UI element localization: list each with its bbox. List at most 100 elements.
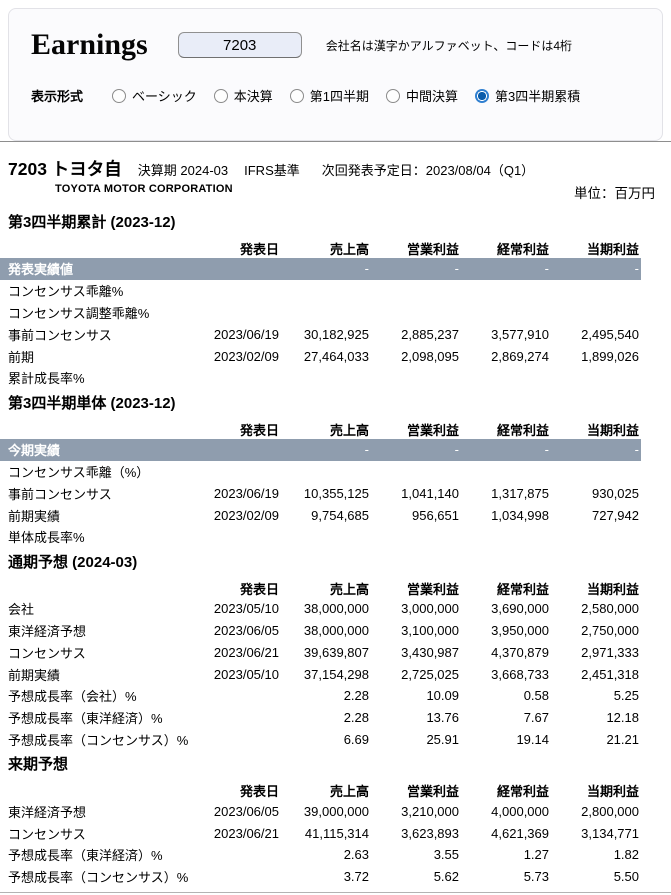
search-panel: Earnings 会社名は漢字かアルファベット、コードは4桁 表示形式 ベーシッ… bbox=[8, 8, 663, 141]
table-row: 今期実績 - - - - bbox=[0, 438, 641, 461]
row-value: 3,577,910 bbox=[491, 326, 549, 342]
table-row: 予想成長率（会社）% 2.28 10.09 0.58 5.25 bbox=[0, 685, 641, 707]
row-value: 39,639,807 bbox=[303, 644, 369, 660]
row-value: 3,623,893 bbox=[401, 825, 459, 841]
radio-icon[interactable] bbox=[112, 88, 127, 103]
format-option-3[interactable]: 第1四半期 bbox=[289, 86, 370, 105]
next-announcement-label: 次回発表予定日： bbox=[321, 163, 426, 178]
row-value bbox=[461, 526, 551, 548]
bottom-divider bbox=[0, 891, 671, 893]
radio-icon[interactable] bbox=[213, 88, 228, 103]
row-value: 1,317,875 bbox=[491, 485, 549, 501]
row-label: 今期実績 bbox=[8, 443, 61, 459]
earnings-table: 発表日 売上高 営業利益 経常利益 当期利益 発表実績値 - - - - コンセンサス乖離% コンセン… bbox=[0, 239, 641, 389]
section-2: 第3四半期単体 (2023-12) 発表日 売上高 営業利益 経常利益 当期利益 今期実績 -… bbox=[0, 395, 671, 548]
company-code-input[interactable] bbox=[177, 32, 302, 58]
format-option-2[interactable]: 本決算 bbox=[213, 86, 273, 105]
row-value: 727,942 bbox=[592, 507, 639, 523]
row-value bbox=[551, 367, 641, 389]
table-row: コンセンサス調整乖離% bbox=[0, 302, 641, 324]
radio-selected-icon[interactable] bbox=[475, 88, 490, 103]
row-value: 19.14 bbox=[516, 731, 549, 747]
row-label: 予想成長率（東洋経済）% bbox=[8, 711, 163, 727]
table-row: 予想成長率（コンセンサス）% 3.72 5.62 5.73 5.50 bbox=[0, 866, 641, 888]
table-row: 単体成長率% bbox=[0, 526, 641, 548]
row-value bbox=[281, 280, 371, 302]
row-value: - bbox=[454, 442, 459, 458]
row-value bbox=[191, 280, 281, 302]
format-option-label: 第1四半期 bbox=[309, 89, 370, 104]
row-value: 3,668,733 bbox=[491, 666, 549, 682]
format-radio-group: ベーシック 本決算 第1四半期 中間決算 第3四半期累積 bbox=[112, 86, 597, 105]
row-value: 3,100,000 bbox=[401, 622, 459, 638]
radio-icon[interactable] bbox=[386, 88, 401, 103]
row-value bbox=[551, 526, 641, 548]
row-value: 1.82 bbox=[613, 847, 639, 863]
row-value bbox=[191, 258, 281, 280]
row-value: 2,451,318 bbox=[581, 666, 639, 682]
format-option-label: 本決算 bbox=[233, 89, 273, 104]
row-value: 30,182,925 bbox=[303, 326, 369, 342]
report-sections: 第3四半期累計 (2023-12) 発表日 売上高 営業利益 経常利益 当期利益 発表実績値… bbox=[0, 214, 671, 888]
table-row: 前期実績 2023/05/10 37,154,298 2,725,025 3,668,7… bbox=[0, 663, 641, 685]
display-format-row: 表示形式 ベーシック 本決算 第1四半期 中間決算 第3四半期累積 bbox=[31, 86, 652, 105]
row-value: 3,950,000 bbox=[491, 622, 549, 638]
section-1: 第3四半期累計 (2023-12) 発表日 売上高 営業利益 経常利益 当期利益 発表実績値… bbox=[0, 214, 671, 389]
row-value: 27,464,033 bbox=[303, 348, 369, 364]
row-value: 3,000,000 bbox=[401, 601, 459, 617]
format-option-4[interactable]: 中間決算 bbox=[386, 86, 458, 105]
row-value: 0.58 bbox=[523, 688, 549, 704]
format-option-label: ベーシック bbox=[132, 89, 197, 104]
section-title: 第3四半期単体 (2023-12) bbox=[8, 394, 176, 412]
row-label: 東洋経済予想 bbox=[8, 804, 87, 820]
format-option-5[interactable]: 第3四半期累積 bbox=[475, 86, 580, 105]
radio-icon[interactable] bbox=[289, 88, 304, 103]
company-line: 7203 トヨタ自 決算期 2024-03 IFRS基準 次回発表予定日：202… bbox=[8, 156, 663, 181]
table-row: 東洋経済予想 2023/06/05 38,000,000 3,100,000 3,950… bbox=[0, 620, 641, 642]
row-value: 2.63 bbox=[343, 847, 369, 863]
row-value: 1.27 bbox=[523, 847, 549, 863]
row-value: 1,899,026 bbox=[581, 348, 639, 364]
row-value bbox=[191, 439, 281, 461]
row-label: 累計成長率% bbox=[8, 371, 85, 387]
row-label: 前期実績 bbox=[8, 508, 61, 524]
section-3: 通期予想 (2024-03) 発表日 売上高 営業利益 経常利益 当期利益 会社 2023/0… bbox=[0, 554, 671, 751]
row-value: - bbox=[364, 261, 369, 277]
row-value bbox=[371, 461, 461, 483]
row-value bbox=[281, 526, 371, 548]
row-value: 2,580,000 bbox=[581, 601, 639, 617]
column-header: 当期利益 bbox=[586, 422, 639, 438]
table-row: 累計成長率% bbox=[0, 367, 641, 389]
row-value bbox=[191, 866, 281, 888]
row-value: 5.25 bbox=[613, 688, 639, 704]
row-value: 2,800,000 bbox=[581, 803, 639, 819]
row-value: 39,000,000 bbox=[303, 803, 369, 819]
format-option-1[interactable]: ベーシック bbox=[112, 86, 197, 105]
row-value: 5.62 bbox=[433, 869, 459, 885]
row-label: 前期実績 bbox=[8, 667, 61, 683]
row-value: 3,134,771 bbox=[581, 825, 639, 841]
table-row: 前期実績 2023/02/09 9,754,685 956,651 1,034,998 7… bbox=[0, 504, 641, 526]
row-value: 2023/06/21 bbox=[213, 644, 279, 660]
row-value: - bbox=[454, 261, 459, 277]
column-header: 発表日 bbox=[239, 784, 279, 800]
row-value bbox=[281, 367, 371, 389]
row-value: 2,885,237 bbox=[401, 326, 459, 342]
company-header: 7203 トヨタ自 決算期 2024-03 IFRS基準 次回発表予定日：202… bbox=[8, 156, 663, 201]
earnings-table: 発表日 売上高 営業利益 経常利益 当期利益 会社 2023/05/10 38,000,000… bbox=[0, 579, 641, 751]
row-value bbox=[551, 280, 641, 302]
column-header: 経常利益 bbox=[496, 784, 549, 800]
row-value bbox=[191, 302, 281, 324]
row-value bbox=[551, 461, 641, 483]
column-header: 発表日 bbox=[239, 581, 279, 597]
table-row: 会社 2023/05/10 38,000,000 3,000,000 3,690,000… bbox=[0, 598, 641, 620]
row-value: 2023/06/21 bbox=[213, 825, 279, 841]
row-value bbox=[461, 367, 551, 389]
row-value: 41,115,314 bbox=[304, 825, 369, 841]
column-header: 当期利益 bbox=[586, 581, 639, 597]
row-value: 2023/05/10 bbox=[213, 601, 279, 617]
row-value: 9,754,685 bbox=[311, 507, 369, 523]
row-value bbox=[191, 844, 281, 866]
row-label: 予想成長率（コンセンサス）% bbox=[8, 870, 189, 886]
row-value bbox=[191, 526, 281, 548]
